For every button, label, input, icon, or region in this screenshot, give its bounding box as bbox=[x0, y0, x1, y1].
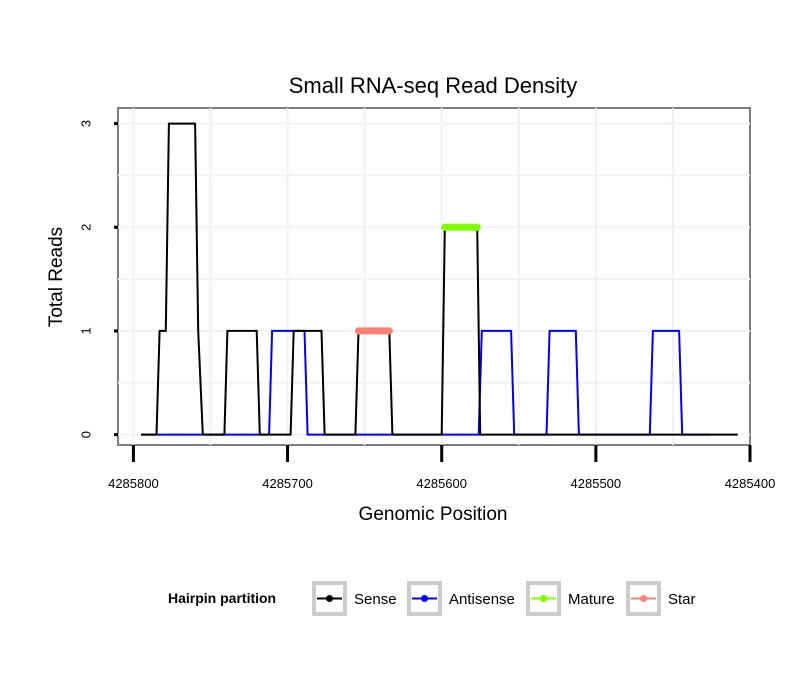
y-tick-label: 2 bbox=[79, 224, 94, 231]
series-line-sense bbox=[141, 122, 738, 436]
legend-key-point bbox=[421, 595, 428, 602]
series-point-mature bbox=[441, 223, 449, 231]
legend-item-antisense: Antisense bbox=[407, 581, 515, 616]
series-point-star bbox=[385, 327, 393, 335]
legend-item-sense: Sense bbox=[312, 581, 397, 616]
legend-item-mature: Mature bbox=[526, 581, 615, 616]
grid bbox=[118, 108, 750, 445]
series-line-antisense bbox=[141, 329, 710, 436]
x-tick-label: 4285600 bbox=[416, 476, 467, 491]
plot-panel bbox=[117, 107, 751, 446]
y-axis-label: Total Reads bbox=[46, 227, 67, 327]
series-layer bbox=[141, 122, 738, 436]
x-axis-label: Genomic Position bbox=[359, 504, 508, 525]
series-point-mature bbox=[473, 223, 481, 231]
y-tick-label: 3 bbox=[79, 120, 94, 127]
legend-label: Antisense bbox=[449, 591, 515, 608]
x-tick-label: 4285400 bbox=[725, 476, 776, 491]
legend-key-point bbox=[540, 595, 547, 602]
x-axis: 4285800 4285700 4285600 4285500 4285400 bbox=[108, 445, 775, 491]
legend-label: Mature bbox=[568, 591, 615, 608]
legend-item-star: Star bbox=[626, 581, 696, 616]
x-tick-label: 4285500 bbox=[571, 476, 622, 491]
legend-key-point bbox=[326, 595, 333, 602]
x-tick-label: 4285700 bbox=[262, 476, 313, 491]
legend: Hairpin partition Sense Antisense Mature St… bbox=[168, 581, 696, 616]
x-tick-label: 4285800 bbox=[108, 476, 159, 491]
chart-title: Small RNA-seq Read Density bbox=[289, 73, 578, 98]
y-axis: 0 1 2 3 bbox=[79, 120, 118, 438]
y-tick-label: 1 bbox=[79, 327, 94, 334]
legend-key-point bbox=[640, 595, 647, 602]
y-tick-label: 0 bbox=[79, 431, 94, 438]
legend-key-box bbox=[407, 581, 442, 616]
series-point-star bbox=[354, 327, 362, 335]
legend-title: Hairpin partition bbox=[168, 590, 276, 606]
legend-label: Sense bbox=[354, 591, 397, 608]
legend-label: Star bbox=[668, 591, 696, 608]
